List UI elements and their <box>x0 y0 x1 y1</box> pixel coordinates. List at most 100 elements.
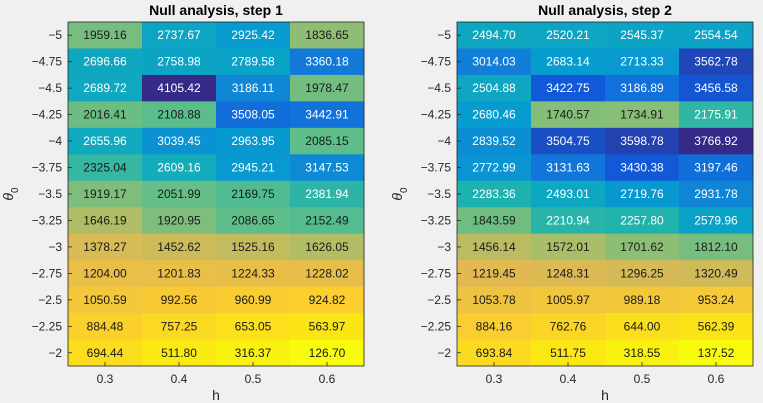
heatmap-cell <box>531 154 606 182</box>
y-tick-label: −2 <box>48 346 62 360</box>
y-tick-label: −5 <box>48 28 62 42</box>
cell-value-label: 3014.03 <box>472 55 516 69</box>
x-tick-label: 0.6 <box>319 372 336 386</box>
heatmap-cell <box>457 233 532 261</box>
heatmap-cell <box>605 180 680 208</box>
cell-value-label: 2504.88 <box>472 81 516 95</box>
cell-value-label: 2108.88 <box>157 108 201 122</box>
heatmap-cell <box>679 207 754 235</box>
cell-value-label: 2680.46 <box>472 108 516 122</box>
y-tick-label: −4.5 <box>38 81 62 95</box>
heatmap-cell <box>605 127 680 155</box>
heatmap-cell <box>68 48 143 76</box>
heatmap-panel-2: Null analysis, step 2 2494.70 2520.21 2545.… <box>389 2 754 403</box>
heatmap-cell <box>216 180 291 208</box>
heatmap-cell <box>679 233 754 261</box>
heatmap-cell <box>290 233 365 261</box>
y-axis-label-subscript: 0 <box>399 187 410 193</box>
heatmap-cell <box>679 339 754 367</box>
heatmap-cell <box>142 233 217 261</box>
cell-value-label: 2325.04 <box>83 161 127 175</box>
heatmap-cell <box>142 127 217 155</box>
cell-value-label: 2381.94 <box>305 187 349 201</box>
cell-value-label: 757.25 <box>161 319 198 333</box>
heatmap-cell <box>68 286 143 314</box>
heatmap-cell <box>457 22 532 49</box>
heatmap-cell <box>605 101 680 129</box>
y-axis-label-main: θ <box>0 193 16 201</box>
cell-value-label: 3504.75 <box>546 134 590 148</box>
heatmap-cell <box>290 339 365 367</box>
heatmap-cell <box>679 48 754 76</box>
heatmap-cell <box>457 313 532 340</box>
cell-value-label: 992.56 <box>161 293 198 307</box>
heatmap-cell <box>679 101 754 129</box>
heatmap-cell <box>290 48 365 76</box>
heatmap-cell <box>605 286 680 314</box>
heatmap-cell <box>605 313 680 340</box>
heatmap-cell <box>457 207 532 235</box>
chart-title: Null analysis, step 1 <box>149 2 283 18</box>
y-tick-label: −4 <box>437 134 451 148</box>
cell-value-label: 2086.65 <box>231 213 275 227</box>
x-tick-label: 0.5 <box>245 372 262 386</box>
heatmap-cell <box>531 260 606 288</box>
y-axis-label-subscript: 0 <box>10 187 21 193</box>
heatmap-cell <box>290 127 365 155</box>
cell-value-label: 1201.83 <box>157 266 201 280</box>
cell-value-label: 3456.58 <box>694 81 738 95</box>
heatmap-cell <box>605 154 680 182</box>
heatmap-cell <box>216 286 291 314</box>
heatmap-cell <box>142 260 217 288</box>
heatmap-cell <box>531 207 606 235</box>
heatmap-cell <box>290 180 365 208</box>
cell-value-label: 3442.91 <box>305 108 349 122</box>
x-tick-label: 0.3 <box>486 372 503 386</box>
heatmap-cell <box>68 74 143 102</box>
cell-value-label: 1053.78 <box>472 293 516 307</box>
heatmap-cell <box>68 339 143 367</box>
y-axis-label-main: θ <box>389 193 405 201</box>
cell-value-label: 511.80 <box>161 346 197 360</box>
heatmap-cell <box>68 180 143 208</box>
heatmap-cell <box>605 48 680 76</box>
heatmap-cell <box>531 339 606 367</box>
cell-value-label: 2925.42 <box>231 28 275 42</box>
cell-value-label: 2789.58 <box>231 55 275 69</box>
heatmap-cell <box>457 74 532 102</box>
cell-value-label: 693.84 <box>476 346 513 360</box>
heatmap-cell <box>216 48 291 76</box>
heatmap-cell <box>216 339 291 367</box>
cell-value-label: 1204.00 <box>83 266 127 280</box>
heatmap-cell <box>679 154 754 182</box>
cell-value-label: 316.37 <box>235 346 272 360</box>
y-tick-label: −4.25 <box>32 108 63 122</box>
cell-value-label: 1005.97 <box>546 293 590 307</box>
cell-value-label: 1456.14 <box>472 240 516 254</box>
x-tick-label: 0.4 <box>560 372 577 386</box>
heatmap-cell <box>679 22 754 49</box>
cell-value-label: 3508.05 <box>231 108 275 122</box>
cell-value-label: 3186.89 <box>620 81 664 95</box>
cell-value-label: 563.97 <box>309 319 346 333</box>
heatmap-cell <box>679 127 754 155</box>
heatmap-cell <box>679 180 754 208</box>
cell-value-label: 2945.21 <box>231 161 275 175</box>
cell-value-label: 2085.15 <box>305 134 349 148</box>
y-tick-label: −3 <box>437 240 451 254</box>
heatmap-cell <box>68 260 143 288</box>
heatmap-cell <box>142 180 217 208</box>
cell-value-label: 2737.67 <box>157 28 201 42</box>
x-tick-label: 0.3 <box>97 372 114 386</box>
cell-value-label: 2683.14 <box>546 55 590 69</box>
y-tick-label: −3.25 <box>32 213 63 227</box>
heatmap-cell <box>605 22 680 49</box>
heatmap-cell <box>679 74 754 102</box>
chart-title: Null analysis, step 2 <box>538 2 672 18</box>
heatmap-cell <box>531 127 606 155</box>
heatmap-cell <box>531 48 606 76</box>
heatmap-cell <box>457 180 532 208</box>
cell-value-label: 1920.95 <box>157 213 201 227</box>
cell-value-label: 3186.11 <box>232 81 275 95</box>
